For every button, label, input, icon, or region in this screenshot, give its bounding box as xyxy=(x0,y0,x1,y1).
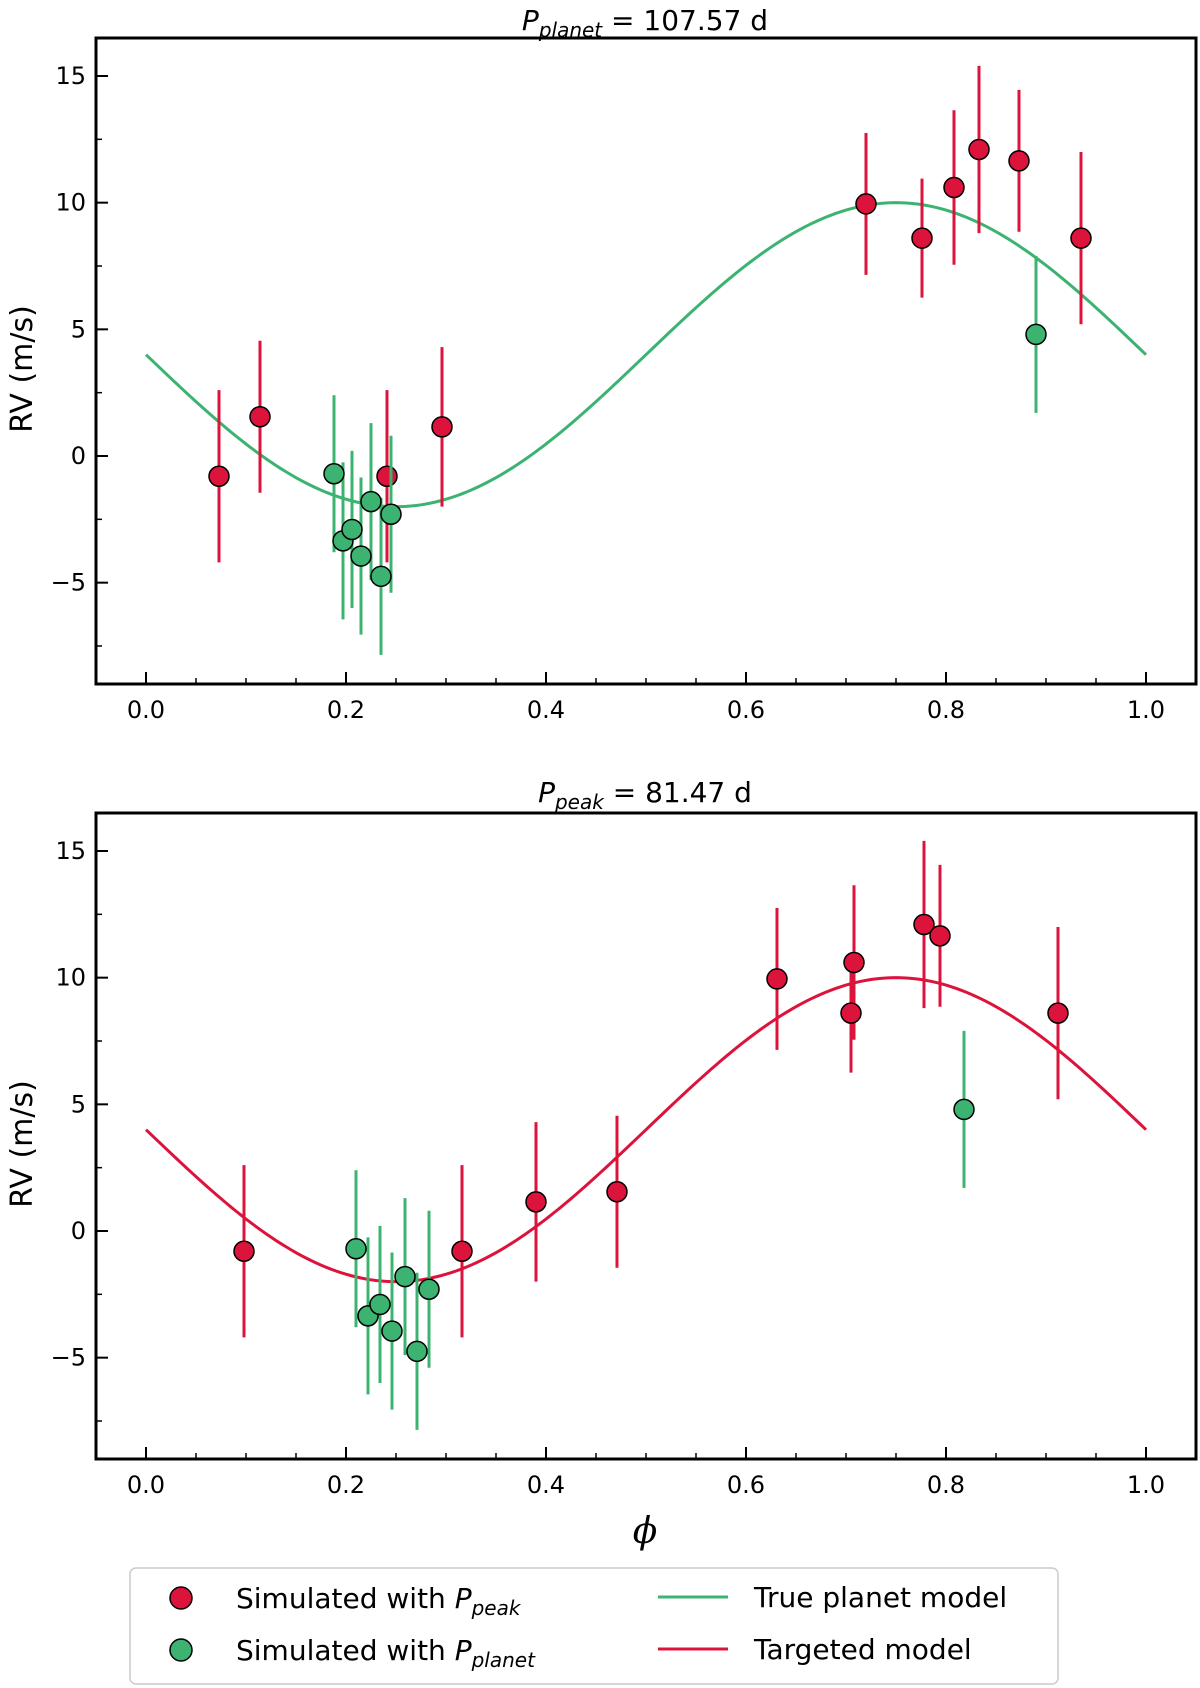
x-tick-label: 0.8 xyxy=(927,1471,965,1499)
model-curve xyxy=(144,201,1148,509)
data-point xyxy=(606,1180,628,1203)
y-tick-label: 10 xyxy=(55,964,86,992)
legend-symbol: P xyxy=(455,1634,472,1667)
data-point xyxy=(376,465,398,488)
legend-item-simulated-planet: Simulated with Pplanet xyxy=(236,1634,536,1672)
legend-subscript: planet xyxy=(471,1648,536,1672)
data-point xyxy=(1047,1002,1069,1024)
y-tick-label: 15 xyxy=(55,62,86,90)
data-point xyxy=(843,951,865,974)
plot-frame xyxy=(94,36,1198,686)
data-point xyxy=(943,176,965,199)
data-point xyxy=(406,1340,428,1363)
legend: Simulated with Ppeak Simulated with Ppla… xyxy=(129,1567,1059,1685)
data-point xyxy=(968,138,990,161)
data-point xyxy=(913,913,935,936)
legend-item-simulated-peak: Simulated with Ppeak xyxy=(236,1582,522,1620)
legend-subscript: peak xyxy=(471,1596,522,1620)
x-tick-label: 0.2 xyxy=(327,696,365,724)
x-tick-label: 0.0 xyxy=(127,696,165,724)
data-point xyxy=(208,465,230,488)
panel-top-title: Pplanet = 107.57 d xyxy=(522,4,768,42)
data-point xyxy=(360,490,382,513)
title-value: = 107.57 d xyxy=(602,4,768,37)
x-tick-label: 1.0 xyxy=(1127,696,1165,724)
model-curve xyxy=(144,976,1148,1284)
legend-item-targeted-model: Targeted model xyxy=(753,1633,972,1666)
data-point xyxy=(323,462,345,485)
legend-marker-green xyxy=(169,1638,193,1662)
data-point xyxy=(418,1278,440,1301)
legend-item-true-planet-model: True planet model xyxy=(753,1581,1007,1614)
data-point xyxy=(381,1320,403,1342)
y-tick-label: −5 xyxy=(51,569,86,597)
title-symbol: P xyxy=(538,776,555,809)
data-point xyxy=(369,1293,391,1316)
data-point xyxy=(394,1265,416,1288)
panel-bottom-title: Ppeak = 81.47 d xyxy=(538,776,752,814)
data-point xyxy=(855,193,877,215)
data-point xyxy=(370,565,392,588)
data-point xyxy=(840,1002,862,1024)
data-point xyxy=(766,968,788,990)
legend-label: Simulated with xyxy=(236,1582,455,1615)
data-point xyxy=(1008,150,1030,172)
x-tick-label: 1.0 xyxy=(1127,1471,1165,1499)
y-tick-label: 15 xyxy=(55,837,86,865)
legend-label: Simulated with xyxy=(236,1634,455,1667)
y-tick-label: −5 xyxy=(51,1344,86,1372)
data-point xyxy=(431,416,453,438)
data-point xyxy=(1025,323,1047,346)
title-symbol: P xyxy=(522,4,539,37)
x-tick-label: 0.6 xyxy=(727,696,765,724)
y-tick-label: 0 xyxy=(71,1217,86,1245)
data-point xyxy=(249,405,271,428)
x-tick-label: 0.0 xyxy=(127,1471,165,1499)
plot-frame xyxy=(94,811,1198,1461)
panel-top: Pplanet = 107.57 d 0.0 0.2 0.4 0.6 0.8 1.0−50… xyxy=(5,4,1198,724)
panel-top-ylabel: RV (m/s) xyxy=(5,305,40,433)
y-tick-label: 5 xyxy=(71,315,86,343)
x-tick-label: 0.6 xyxy=(727,1471,765,1499)
legend-frame xyxy=(129,1567,1059,1685)
y-tick-label: 0 xyxy=(71,442,86,470)
data-point xyxy=(929,925,951,947)
data-point xyxy=(233,1240,255,1263)
panel-top-plot: 0.0 0.2 0.4 0.6 0.8 1.0 −5 0 5 10 15 xyxy=(51,36,1198,724)
data-point xyxy=(341,518,363,541)
data-point xyxy=(345,1237,367,1260)
x-tick-label: 0.4 xyxy=(527,1471,565,1499)
data-point xyxy=(451,1240,473,1263)
legend-symbol: P xyxy=(455,1582,472,1615)
data-point xyxy=(380,503,402,526)
y-tick-label: 10 xyxy=(55,189,86,217)
title-value: = 81.47 d xyxy=(604,776,752,809)
x-tick-label: 0.4 xyxy=(527,696,565,724)
title-subscript: peak xyxy=(554,790,605,814)
data-point xyxy=(953,1098,975,1121)
x-tick-label: 0.8 xyxy=(927,696,965,724)
panel-bottom-plot: 0.0 0.2 0.4 0.6 0.8 1.0 −5 0 5 10 15 xyxy=(51,811,1198,1499)
panel-bottom: Ppeak = 81.47 d 0.0 0.2 0.4 0.6 0.8 1.0 −5 0 5 10… xyxy=(5,776,1198,1552)
legend-marker-red xyxy=(169,1586,193,1610)
panel-bottom-ylabel: RV (m/s) xyxy=(5,1080,40,1208)
data-point xyxy=(350,545,372,567)
data-point xyxy=(1070,227,1092,249)
data-point xyxy=(911,227,933,249)
data-point xyxy=(525,1191,547,1213)
y-tick-label: 5 xyxy=(71,1090,86,1118)
panel-bottom-xlabel: ϕ xyxy=(633,1511,658,1552)
x-tick-label: 0.2 xyxy=(327,1471,365,1499)
